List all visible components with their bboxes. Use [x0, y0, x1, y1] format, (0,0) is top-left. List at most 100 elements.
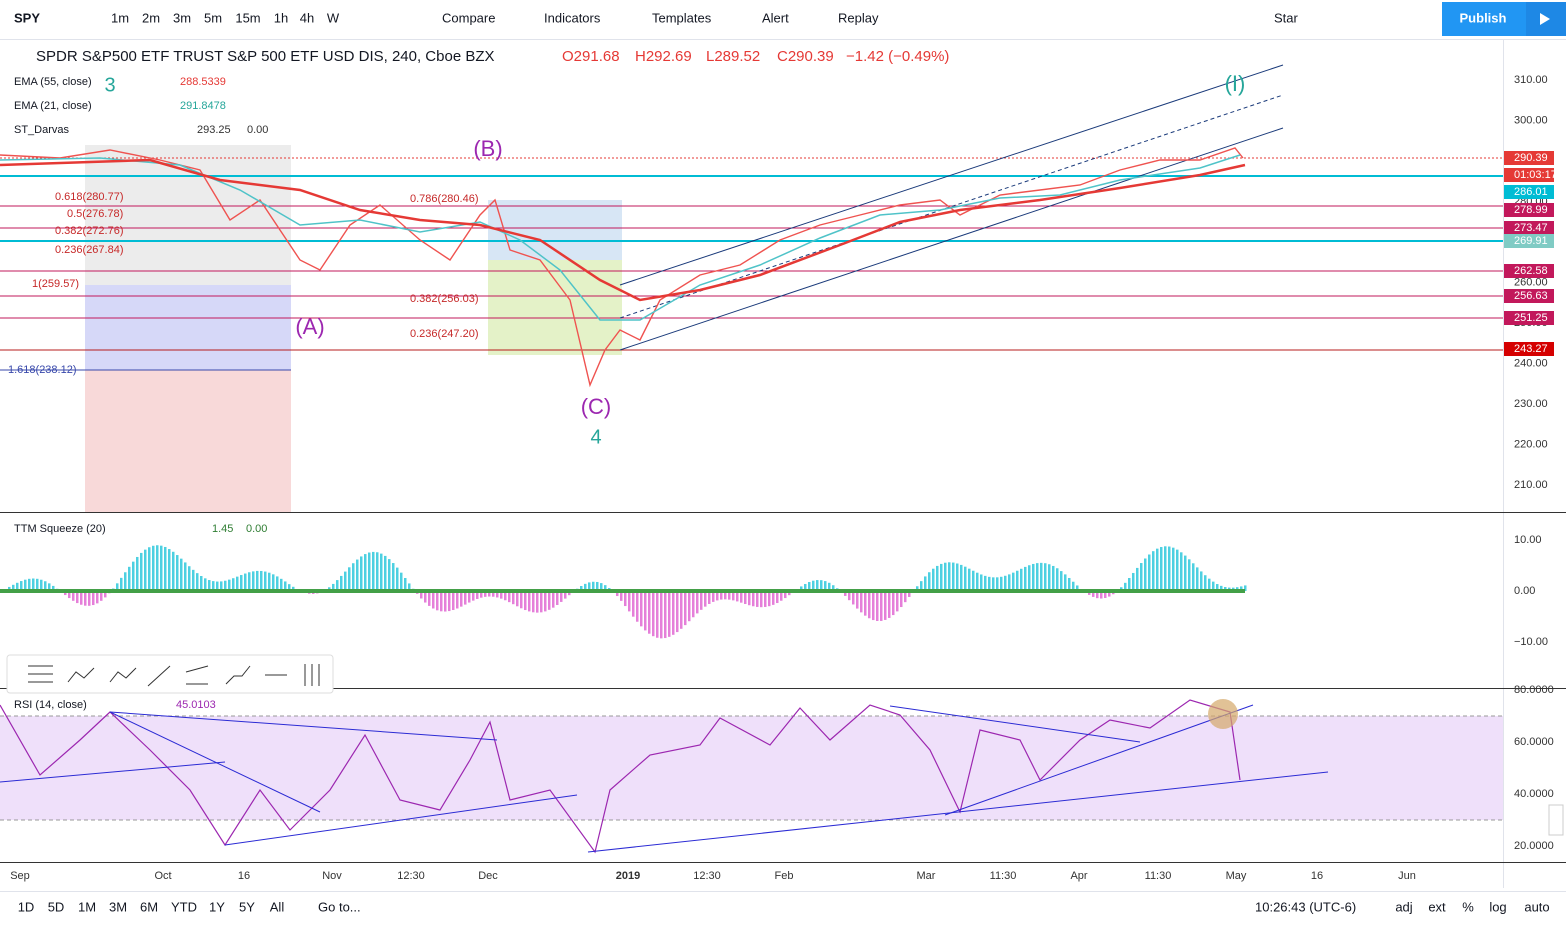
- ttm-bar: [780, 591, 783, 601]
- indicator-value: 288.5339: [180, 76, 226, 88]
- range-button[interactable]: YTD: [171, 899, 197, 914]
- ttm-bar: [696, 591, 699, 614]
- ttm-bar: [256, 570, 259, 591]
- ttm-bar: [1152, 551, 1155, 591]
- price-tick: 310.00: [1514, 74, 1548, 86]
- ttm-bar: [196, 573, 199, 591]
- range-button[interactable]: 1D: [18, 899, 35, 914]
- ttm-bar: [812, 580, 815, 591]
- interval[interactable]: W: [327, 10, 340, 25]
- time-tick: Nov: [322, 870, 342, 882]
- ttm-bar: [240, 575, 243, 591]
- ttm-bar: [908, 591, 911, 597]
- fib-label: 0.618(280.77): [55, 191, 124, 203]
- range-button[interactable]: 5Y: [239, 899, 255, 914]
- range-button[interactable]: All: [270, 899, 285, 914]
- ttm-name: TTM Squeeze (20): [14, 523, 106, 535]
- ttm-bar: [1012, 572, 1015, 591]
- toolbar-button[interactable]: Replay: [838, 10, 879, 25]
- ttm-bar: [96, 591, 99, 604]
- ttm-bar: [900, 591, 903, 608]
- toolbar-button[interactable]: Alert: [762, 10, 789, 25]
- ttm-bar: [564, 591, 567, 599]
- ttm-bar: [48, 583, 51, 591]
- ttm-bar: [420, 591, 423, 599]
- ttm-bar: [392, 563, 395, 591]
- ttm-bar: [216, 581, 219, 591]
- toolbar-button[interactable]: Indicators: [544, 10, 601, 25]
- ttm-bar: [1184, 555, 1187, 591]
- goto[interactable]: Go to...: [318, 899, 361, 914]
- ttm-bar: [192, 569, 195, 591]
- interval[interactable]: 3m: [173, 10, 191, 25]
- ttm-bar: [924, 576, 927, 591]
- ttm-bar: [824, 581, 827, 591]
- time-tick: Jun: [1398, 870, 1416, 882]
- ttm-bar: [1168, 546, 1171, 591]
- star[interactable]: Star: [1274, 10, 1299, 25]
- ttm-bar: [1044, 563, 1047, 591]
- fib-label: 0.5(276.78): [67, 208, 123, 220]
- ttm-bar: [292, 586, 295, 591]
- ttm-bar: [560, 591, 563, 602]
- symbol[interactable]: SPY: [14, 10, 40, 25]
- scale-option[interactable]: auto: [1524, 899, 1549, 914]
- interval[interactable]: 15m: [235, 10, 260, 25]
- scale-option[interactable]: ext: [1428, 899, 1446, 914]
- ttm-bar: [348, 567, 351, 591]
- ttm-bar: [624, 591, 627, 607]
- ttm-bar: [644, 591, 647, 631]
- ttm-bar: [16, 582, 19, 591]
- ttm-bar: [556, 591, 559, 605]
- ttm-bar: [136, 556, 139, 591]
- interval[interactable]: 4h: [300, 10, 314, 25]
- ttm-bar: [524, 591, 527, 611]
- interval[interactable]: 5m: [204, 10, 222, 25]
- fib-label: 0.382(256.03): [410, 293, 479, 305]
- ttm-bar: [116, 583, 119, 591]
- ttm-bar: [716, 591, 719, 601]
- ttm-bar: [1172, 547, 1175, 591]
- interval[interactable]: 1h: [274, 10, 288, 25]
- price-badge-label: 290.39: [1514, 152, 1548, 164]
- interval[interactable]: 2m: [142, 10, 160, 25]
- ttm-bar: [712, 591, 715, 602]
- ttm-bar: [468, 591, 471, 603]
- ttm-bar: [592, 581, 595, 591]
- interval[interactable]: 1m: [111, 10, 129, 25]
- toolbar-button[interactable]: Compare: [442, 10, 495, 25]
- chart-drawings: [0, 0, 1566, 892]
- ttm-bar: [976, 572, 979, 591]
- ttm-bar: [452, 591, 455, 611]
- ttm-bar: [248, 572, 251, 591]
- ttm-bar: [828, 582, 831, 591]
- range-button[interactable]: 1Y: [209, 899, 225, 914]
- ttm-bar: [548, 591, 551, 610]
- ttm-bar: [480, 591, 483, 598]
- ttm-bar: [164, 546, 167, 591]
- toolbar-button[interactable]: Templates: [652, 10, 712, 25]
- price-badge: [1504, 342, 1554, 356]
- scale-option[interactable]: log: [1489, 899, 1506, 914]
- range-button[interactable]: 5D: [48, 899, 65, 914]
- wave-label: (C): [581, 394, 612, 419]
- ttm-bar: [724, 591, 727, 600]
- range-button[interactable]: 1M: [78, 899, 96, 914]
- publish[interactable]: Publish: [1460, 10, 1507, 25]
- indicator-name: EMA (55, close): [14, 76, 92, 88]
- scale-option[interactable]: adj: [1395, 899, 1412, 914]
- ttm-bar: [428, 591, 431, 606]
- ttm-bar: [1068, 577, 1071, 591]
- ttm-bar: [1020, 568, 1023, 591]
- ttm-bar: [992, 577, 995, 591]
- range-button[interactable]: 6M: [140, 899, 158, 914]
- ttm-tick: 0.00: [1514, 585, 1535, 597]
- ttm-bar: [224, 580, 227, 591]
- ttm-bar: [128, 566, 131, 591]
- ttm-bar: [620, 591, 623, 601]
- scale-option[interactable]: %: [1462, 899, 1474, 914]
- drawing-toolbar[interactable]: [6, 654, 334, 694]
- ttm-bar: [272, 574, 275, 591]
- publish-button-bg[interactable]: [1442, 2, 1526, 36]
- range-button[interactable]: 3M: [109, 899, 127, 914]
